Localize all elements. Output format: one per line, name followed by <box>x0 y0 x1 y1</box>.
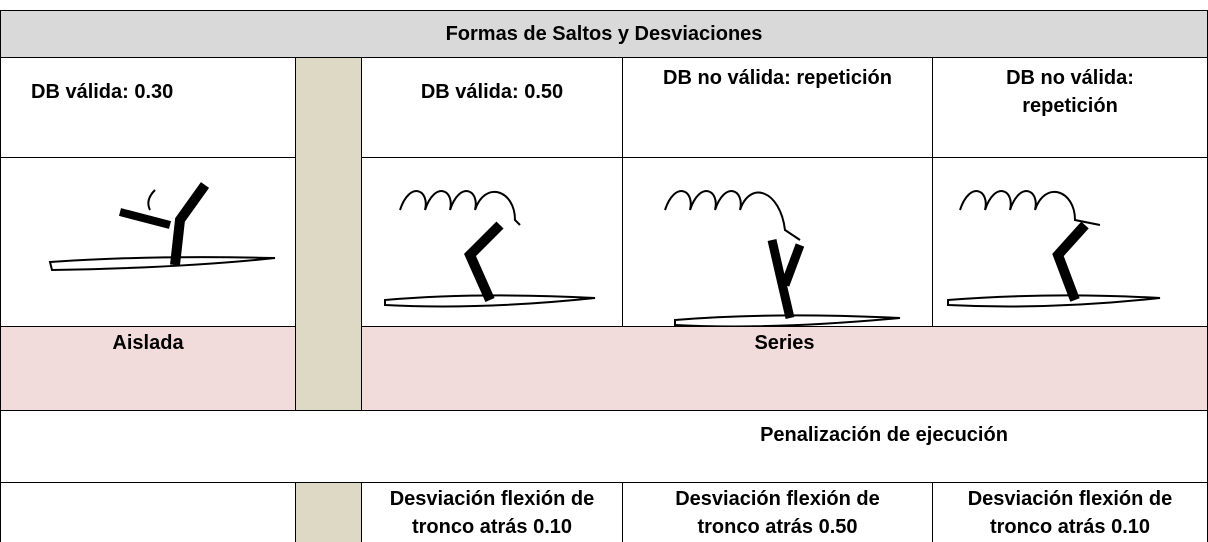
penalty-item: Desviación flexión de tronco atrás 0.10 <box>967 488 1173 538</box>
group-cell: Series <box>361 326 1208 411</box>
group-label: Aislada <box>112 332 184 354</box>
penalty-cell: Desviación flexión de tronco atrás 0.10 <box>932 482 1208 542</box>
spacer-cell <box>295 482 362 542</box>
penalty-title-cell: Penalización de ejecución <box>0 410 1208 483</box>
penalty-title: Penalización de ejecución <box>760 424 1008 446</box>
gymnast <box>48 182 276 272</box>
group-cell: Aislada <box>0 326 296 411</box>
penalty-cell: Desviación flexión de tronco atrás 0.50 <box>622 482 933 542</box>
gymnast <box>947 190 1161 308</box>
penalty-item: Desviación flexión de tronco atrás 0.10 <box>389 488 595 538</box>
column-header: DB no válida: repetición <box>1006 67 1134 117</box>
column-header: DB no válida: repetición <box>663 67 892 89</box>
group-label: Series <box>754 332 815 354</box>
title: Formas de Saltos y Desviaciones <box>445 23 763 45</box>
title-cell: Formas de Saltos y Desviaciones <box>0 10 1208 58</box>
gymnast <box>384 190 596 308</box>
column-header: DB válida: 0.30 <box>31 81 174 103</box>
column-header: DB válida: 0.50 <box>420 81 564 103</box>
penalty-cell: Desviación flexión de tronco atrás 0.10 <box>361 482 623 542</box>
gymnast <box>664 190 901 328</box>
empty-cell <box>0 482 296 542</box>
penalty-item: Desviación flexión de tronco atrás 0.50 <box>675 488 880 538</box>
